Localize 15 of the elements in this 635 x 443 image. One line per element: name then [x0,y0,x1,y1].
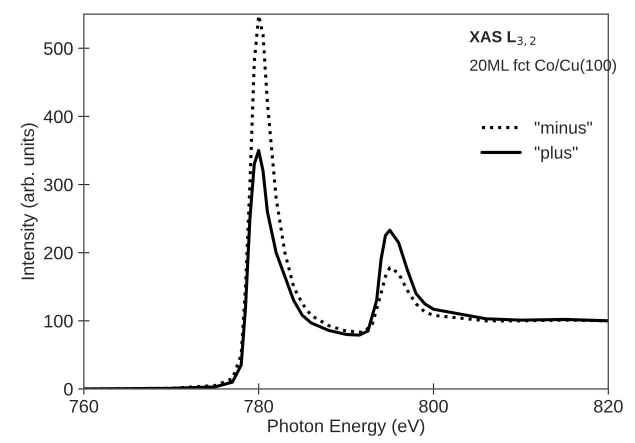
y-tick-label: 100 [44,314,73,328]
y-tick-label: 200 [44,246,73,260]
legend-label: "minus" [534,121,592,134]
annotation: XAS L$_{3,2}$ [469,31,536,46]
x-tick-label: 820 [594,400,623,413]
x-axis-title: Photon Energy (eV) [268,418,424,436]
y-tick-label: 500 [44,42,73,55]
y-tick-label: 400 [44,110,73,124]
x-tick-label: 800 [419,400,448,413]
y-axis-title: Intensity (arb. units) [20,123,38,280]
legend-label: "plus" [534,146,578,162]
x-tick-label: 760 [70,400,98,413]
y-tick-label: 300 [44,178,73,192]
x-tick-label: 780 [244,400,274,413]
y-tick-label: 0 [64,382,73,396]
